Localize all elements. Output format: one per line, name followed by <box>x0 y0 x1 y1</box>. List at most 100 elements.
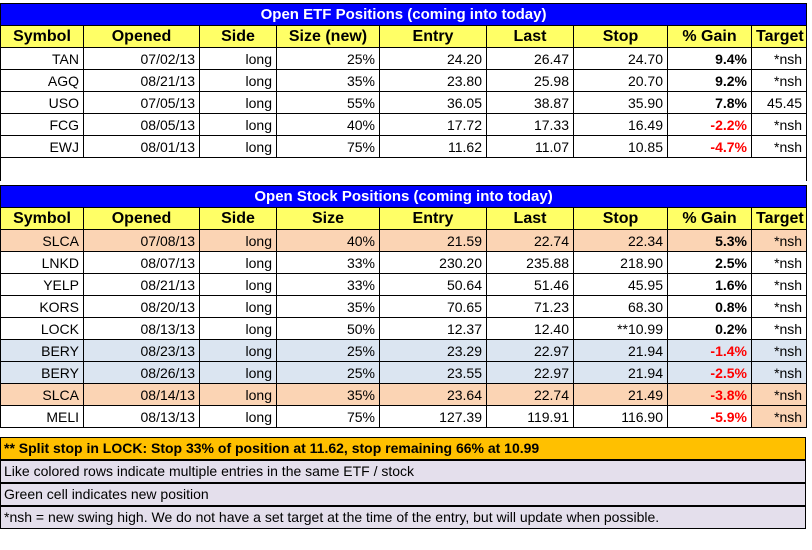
stock-header-row: Symbol Opened Side Size Entry Last Stop% Gain T… <box>0 207 808 230</box>
green-cell-note: Green cell indicates new position <box>0 483 806 506</box>
column-header: Symbol <box>0 25 84 48</box>
last-cell: 26.47 <box>486 47 574 70</box>
symbol-cell: BERY <box>0 339 84 362</box>
symbol-cell: AGQ <box>0 69 84 92</box>
symbol-cell: SLCA <box>0 383 84 406</box>
target-cell: *nsh <box>750 405 808 428</box>
symbol-cell: KORS <box>0 295 84 318</box>
column-header: Opened <box>83 25 200 48</box>
opened-cell: 08/07/13 <box>83 251 200 274</box>
gain-cell: 5.3% <box>667 229 752 252</box>
side-cell: long <box>199 113 277 136</box>
size-cell: 35% <box>276 383 380 406</box>
last-cell: 51.46 <box>486 273 574 296</box>
stop-cell: 68.30 <box>573 295 668 318</box>
entry-cell: 23.80 <box>379 69 487 92</box>
gain-cell: 0.8% <box>667 295 752 318</box>
stock-table-title: Open Stock Positions (coming into today) <box>0 185 808 208</box>
column-header: Size (new) <box>276 25 380 48</box>
etf-positions-table: Open ETF Positions (coming into today) S… <box>0 3 808 181</box>
gain-cell: -3.8% <box>667 383 752 406</box>
target-cell: *nsh <box>750 229 808 252</box>
symbol-cell: TAN <box>0 47 84 70</box>
target-cell: *nsh <box>750 47 808 70</box>
size-cell: 25% <box>276 339 380 362</box>
symbol-cell: BERY <box>0 361 84 384</box>
size-cell: 25% <box>276 361 380 384</box>
side-cell: long <box>199 361 277 384</box>
table-row: AGQ 08/21/13 long 35% 23.80 25.98 20.70 9.2% *ns… <box>0 69 808 92</box>
column-header: Side <box>199 25 277 48</box>
gain-cell: -5.9% <box>667 405 752 428</box>
size-cell: 25% <box>276 47 380 70</box>
table-row: KORS 08/20/13 long 35% 70.65 71.23 68.30 0.8% *n… <box>0 295 808 318</box>
opened-cell: 08/21/13 <box>83 273 200 296</box>
target-cell: *nsh <box>750 69 808 92</box>
etf-rows: TAN 07/02/13 long 25% 24.20 26.47 24.70 9.4% *ns… <box>0 47 808 158</box>
table-row: BERY 08/23/13 long 25% 23.29 22.97 21.94 -1.4% *… <box>0 339 808 362</box>
entry-cell: 70.65 <box>379 295 487 318</box>
column-header: Stop <box>573 25 668 48</box>
entry-cell: 230.20 <box>379 251 487 274</box>
stop-cell: 21.94 <box>573 361 668 384</box>
side-cell: long <box>199 251 277 274</box>
symbol-cell: USO <box>0 91 84 114</box>
table-row: LOCK 08/13/13 long 50% 12.37 12.40 **10.99 0.2%… <box>0 317 808 340</box>
opened-cell: 08/26/13 <box>83 361 200 384</box>
symbol-cell: LNKD <box>0 251 84 274</box>
target-cell: *nsh <box>750 135 808 158</box>
table-row: EWJ 08/01/13 long 75% 11.62 11.07 10.85 -4.7% *n… <box>0 135 808 158</box>
target-cell: *nsh <box>750 383 808 406</box>
target-cell: 45.45 <box>750 91 808 114</box>
gain-cell: -2.5% <box>667 361 752 384</box>
stop-cell: 10.85 <box>573 135 668 158</box>
target-cell: *nsh <box>750 251 808 274</box>
column-header: Symbol <box>0 207 84 230</box>
nsh-note: *nsh = new swing high. We do not have a … <box>0 506 806 529</box>
table-row: TAN 07/02/13 long 25% 24.20 26.47 24.70 9.4% *ns… <box>0 47 808 70</box>
table-row: MELI 08/13/13 long 75% 127.39 119.91 116.90 -5.… <box>0 405 808 428</box>
last-cell: 25.98 <box>486 69 574 92</box>
gain-cell: 9.2% <box>667 69 752 92</box>
target-cell: *nsh <box>750 361 808 384</box>
column-header: Opened <box>83 207 200 230</box>
gain-cell: 7.8% <box>667 91 752 114</box>
column-header: Side <box>199 207 277 230</box>
stop-cell: 116.90 <box>573 405 668 428</box>
last-cell: 119.91 <box>486 405 574 428</box>
target-cell: *nsh <box>750 317 808 340</box>
table-row: LNKD 08/07/13 long 33% 230.20 235.88 218.90 2.5… <box>0 251 808 274</box>
last-cell: 235.88 <box>486 251 574 274</box>
opened-cell: 08/23/13 <box>83 339 200 362</box>
side-cell: long <box>199 383 277 406</box>
opened-cell: 07/05/13 <box>83 91 200 114</box>
entry-cell: 12.37 <box>379 317 487 340</box>
side-cell: long <box>199 295 277 318</box>
last-cell: 11.07 <box>486 135 574 158</box>
gain-cell: 2.5% <box>667 251 752 274</box>
symbol-cell: LOCK <box>0 317 84 340</box>
size-cell: 75% <box>276 405 380 428</box>
column-header: Last <box>486 25 574 48</box>
opened-cell: 07/08/13 <box>83 229 200 252</box>
stop-cell: 35.90 <box>573 91 668 114</box>
column-header: Target <box>750 25 808 48</box>
gain-cell: 1.6% <box>667 273 752 296</box>
size-cell: 33% <box>276 273 380 296</box>
last-cell: 17.33 <box>486 113 574 136</box>
size-cell: 75% <box>276 135 380 158</box>
entry-cell: 50.64 <box>379 273 487 296</box>
side-cell: long <box>199 317 277 340</box>
gain-cell: 0.2% <box>667 317 752 340</box>
table-row: USO 07/05/13 long 55% 36.05 38.87 35.90 7.8% 45.… <box>0 91 808 114</box>
table-row: FCG 08/05/13 long 40% 17.72 17.33 16.49 -2.2% *n… <box>0 113 808 136</box>
stop-cell: **10.99 <box>573 317 668 340</box>
opened-cell: 08/05/13 <box>83 113 200 136</box>
column-header: Entry <box>379 25 487 48</box>
entry-cell: 23.55 <box>379 361 487 384</box>
gain-cell: -2.2% <box>667 113 752 136</box>
entry-cell: 24.20 <box>379 47 487 70</box>
last-cell: 22.74 <box>486 383 574 406</box>
side-cell: long <box>199 273 277 296</box>
size-cell: 40% <box>276 113 380 136</box>
